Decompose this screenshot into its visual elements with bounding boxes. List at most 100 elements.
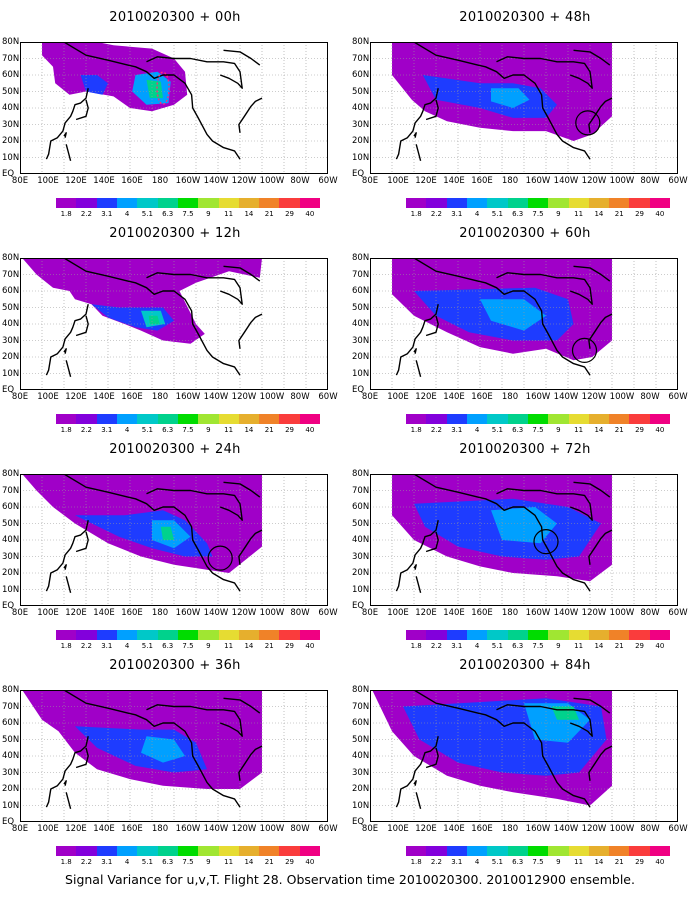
coastline (63, 132, 67, 138)
lat-tick-label: 30N (352, 119, 370, 130)
coastline (573, 481, 611, 498)
colorbar-label: 7.5 (532, 858, 544, 866)
colorbar-swatch (466, 630, 488, 640)
colorbar-label: 3.1 (451, 210, 463, 218)
coastline (63, 42, 241, 160)
lon-tick-label: 160E (471, 392, 493, 402)
map-area (370, 474, 678, 606)
colorbar-swatch (116, 630, 138, 640)
colorbar-swatch (548, 414, 569, 424)
lat-tick-label: 20N (2, 352, 20, 362)
colorbar-swatch (588, 198, 610, 208)
colorbar-label: 2.2 (430, 426, 443, 434)
lon-tick-label: 100W (259, 608, 285, 618)
colorbar-swatch (238, 414, 260, 424)
map-panel-t36: 2010020300 + 36h 80N 70N 60N 50N 40N 30N 20N 10N… (0, 650, 350, 872)
coastline (63, 348, 67, 354)
colorbar-label: 4 (474, 642, 480, 650)
coastline (146, 56, 243, 89)
lon-tick-label: 160W (525, 608, 551, 618)
colorbar-swatch (466, 198, 488, 208)
colorbar-swatch (527, 198, 549, 208)
colorbar-swatch (96, 414, 117, 424)
lat-tick-label: 50N (352, 734, 370, 745)
lat-tick-label: 60N (2, 502, 20, 512)
colorbar-swatch (609, 630, 630, 640)
colorbar-swatch (198, 846, 219, 856)
panel-title: 2010020300 + 00h (109, 10, 241, 25)
colorbar-swatch (177, 630, 199, 640)
colorbar-swatch (238, 198, 260, 208)
map-panel-t48: 2010020300 + 48h 80N 70N 60N 50N 40N 30N 20N 10N… (350, 2, 700, 224)
coastline (425, 315, 439, 337)
lat-tick-label: EQ (2, 169, 15, 179)
coastline (496, 272, 593, 305)
colorbar-swatch (137, 198, 158, 208)
map-panel-t12: 2010020300 + 12h 80N 70N 60N 50N 40N 30N 20N 10N… (0, 218, 350, 440)
lon-tick-label: 160E (471, 824, 493, 834)
lat-tick-label: EQ (352, 169, 365, 179)
colorbar-label: 9 (556, 858, 561, 866)
lon-tick-label: 140E (93, 176, 115, 186)
colorbar-label: 3.1 (451, 426, 463, 434)
lat-tick-label: 20N (352, 136, 370, 146)
colorbar-label: 7.5 (182, 426, 194, 434)
lon-tick-label: 180 (501, 176, 519, 186)
colorbar-swatch (548, 198, 569, 208)
colorbar-label: 21 (614, 858, 624, 866)
colorbar-label: 40 (305, 858, 315, 866)
colorbar-swatch (629, 198, 650, 208)
colorbar-swatch (568, 630, 589, 640)
colorbar-swatch (259, 630, 280, 640)
lon-tick-label: 140W (553, 824, 579, 834)
colorbar (56, 198, 321, 208)
colorbar-label: 21 (264, 426, 274, 434)
colorbar-swatch (279, 414, 300, 424)
coastline (425, 99, 439, 121)
colorbar-labels: 1.8 2.2 3.1 4 5.1 6.3 7.5 9 11 14 21 29 40 (406, 858, 670, 868)
colorbar-swatch (157, 414, 178, 424)
observation-circle (571, 337, 598, 364)
panel-title: 2010020300 + 24h (109, 442, 241, 457)
colorbar-label: 40 (305, 642, 315, 650)
colorbar-label: 4 (124, 210, 130, 218)
colorbar-label: 11 (574, 858, 584, 866)
colorbar-swatch (406, 198, 427, 208)
colorbar-labels: 1.8 2.2 3.1 4 5.1 6.3 7.5 9 11 14 21 29 40 (56, 210, 320, 220)
lat-tick-label: 20N (352, 568, 370, 578)
colorbar-label: 14 (594, 642, 604, 650)
colorbar-swatch (609, 414, 630, 424)
lon-tick-label: 80E (11, 824, 29, 834)
colorbar-swatch (218, 414, 239, 424)
colorbar-label: 11 (574, 210, 584, 218)
lat-tick-label: 40N (352, 103, 370, 113)
colorbar-label: 2.2 (430, 642, 443, 650)
coastline (63, 780, 67, 786)
colorbar-swatch (238, 846, 260, 856)
colorbar-label: 40 (655, 210, 665, 218)
coastline (75, 315, 89, 337)
colorbar-swatch (487, 414, 508, 424)
colorbar-labels: 1.8 2.2 3.1 4 5.1 6.3 7.5 9 11 14 21 29 40 (406, 426, 670, 436)
lon-tick-label: 80W (640, 176, 660, 186)
coastline (223, 697, 261, 714)
coastline (395, 736, 439, 808)
lat-tick-label: 40N (352, 535, 370, 545)
lat-tick-label: 80N (2, 685, 20, 695)
lat-tick-label: 20N (352, 352, 370, 362)
colorbar-swatch (177, 414, 199, 424)
colorbar-label: 29 (635, 426, 644, 434)
lon-tick-label: 160W (525, 392, 551, 402)
lon-tick-label: 80E (11, 392, 29, 402)
coastline (588, 529, 613, 565)
colorbar-swatch (56, 846, 77, 856)
colorbar-swatch (588, 846, 610, 856)
lon-tick-label: 100E (37, 824, 59, 834)
lon-tick-label: 120W (581, 392, 607, 402)
coastline (45, 304, 89, 376)
colorbar-swatch (527, 846, 549, 856)
observation-circle (533, 529, 559, 555)
colorbar-label: 40 (305, 210, 315, 218)
lon-tick-label: 180 (151, 392, 169, 402)
map-frame (20, 690, 328, 822)
